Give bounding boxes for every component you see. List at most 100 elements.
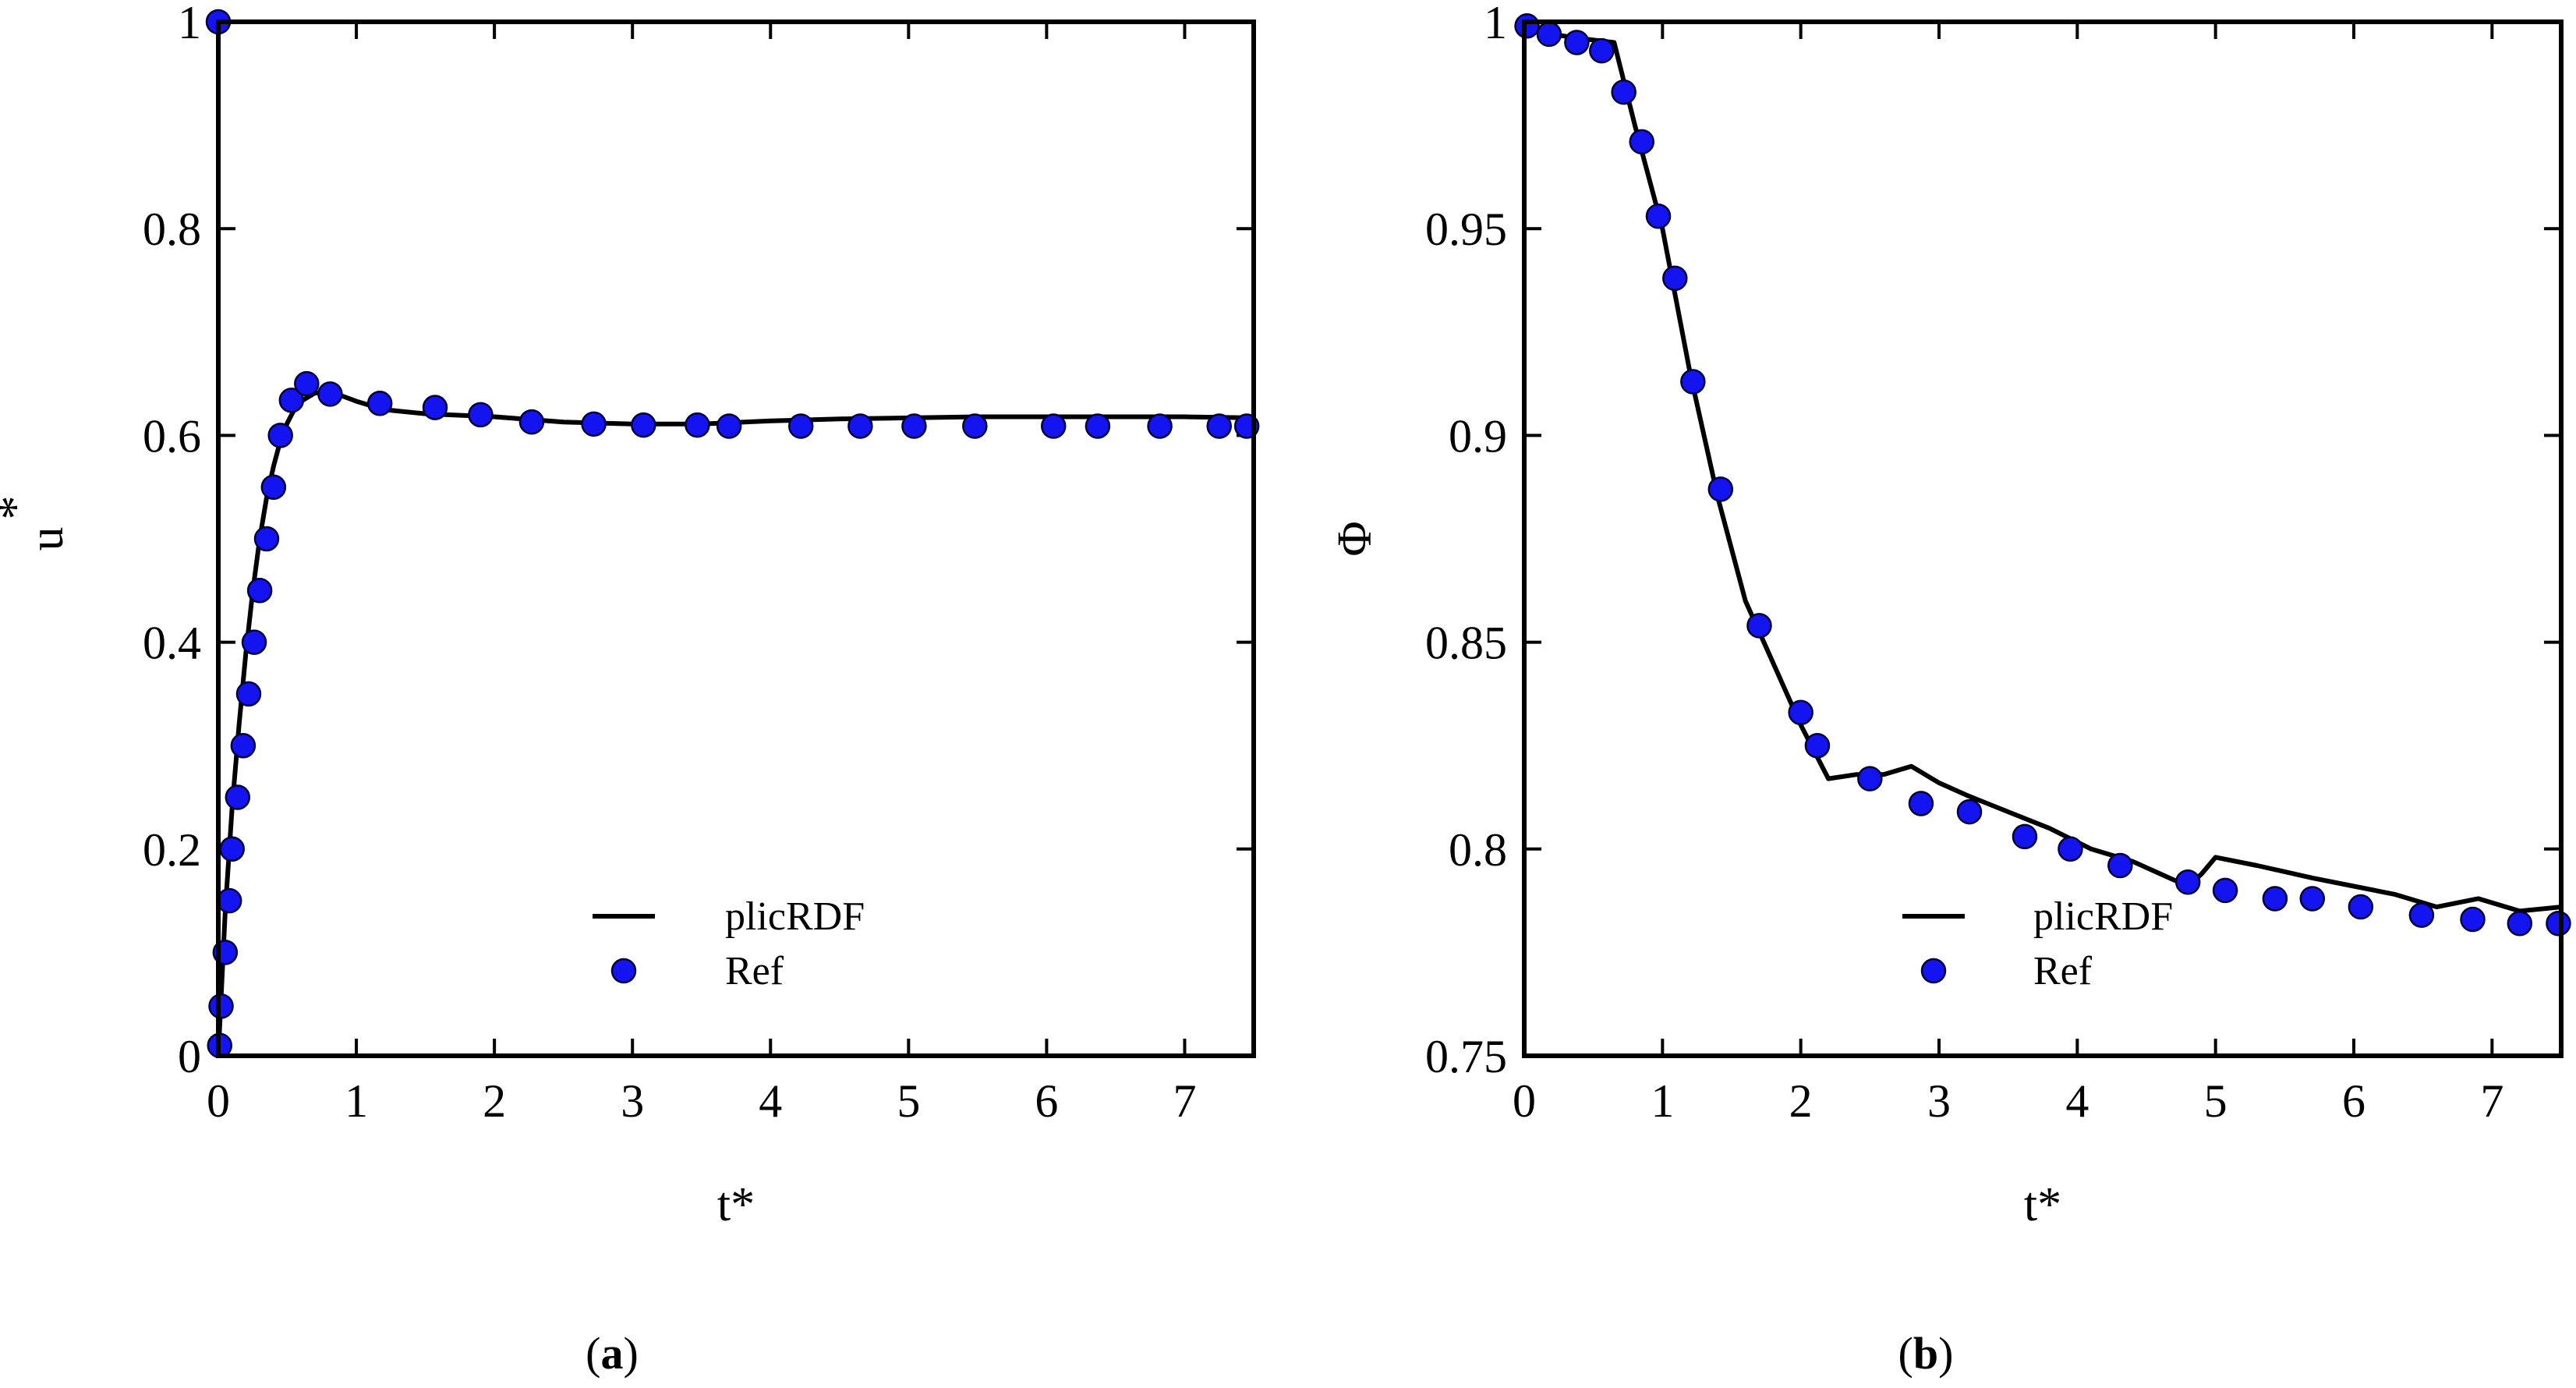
panel-b-x-tick-label: 3 — [1927, 1075, 1951, 1127]
panel-a-data-point-Ref — [847, 413, 873, 439]
panel-b-data-point-Ref — [1788, 699, 1813, 726]
panel-a-data-point-Ref — [225, 784, 251, 810]
panel-b-legend-marker-swatch — [1920, 958, 1947, 984]
panel-b-y-axis-label: Φ — [1329, 521, 1382, 556]
caption-a-letter: a — [601, 1328, 624, 1379]
panel-a-data-point-Ref — [230, 732, 257, 759]
panel-a-y-tick-label: 1 — [178, 0, 201, 48]
panel-a-y-tick-label: 0.8 — [143, 204, 201, 255]
panel-a-x-tick-label: 5 — [897, 1075, 920, 1127]
panel-b-data-point-Ref — [1707, 476, 1734, 502]
panel-a-data-point-Ref — [1041, 413, 1067, 439]
panel-a-data-point-Ref — [208, 993, 234, 1019]
panel-b-data-point-Ref — [1662, 265, 1688, 292]
panel-a-legend-marker-swatch — [610, 958, 637, 984]
panel-b-data-point-Ref — [2212, 877, 2238, 904]
panel-a-data-point-Ref — [366, 391, 393, 416]
panel-b-data-point-Ref — [2348, 894, 2374, 920]
panel-b-data-point-Ref — [1680, 369, 1706, 395]
panel-b-legend-label-plicRDF: plicRDF — [2033, 894, 2173, 939]
panel-b-data-point-Ref — [1908, 791, 1934, 816]
panel-b-data-point-Ref — [1645, 204, 1672, 229]
panel-b-data-point-Ref — [2546, 911, 2571, 937]
caption-b: (b) — [1898, 1328, 1954, 1379]
panel-a-data-point-Ref — [317, 381, 343, 407]
panel-a: 0 1 2 3 4 5 6 7 0 0.2 0.4 0.6 0.8 1 t* u * plicRDF Ref — [0, 0, 1260, 1231]
panel-b-data-point-Ref — [2460, 906, 2486, 933]
panel-b-data-point-Ref — [1629, 129, 1654, 155]
panel-a-data-point-Ref — [787, 413, 814, 439]
panel-a-data-point-Ref — [581, 411, 607, 437]
panel-a-plot-frame — [216, 19, 1256, 1058]
panel-a-data-point-Ref — [219, 836, 245, 862]
panel-a-data-point-Ref — [260, 474, 287, 500]
panel-a-data-point-Ref — [241, 629, 267, 655]
panel-a-data-point-Ref — [216, 887, 242, 914]
panel-b-x-axis-label: t* — [2024, 1178, 2061, 1231]
panel-a-x-tick-label: 1 — [345, 1075, 368, 1127]
panel-a-y-tick-label: 0.6 — [143, 410, 201, 462]
panel-b-data-point-Ref — [2299, 886, 2326, 912]
panel-b-y-tick-label: 0.9 — [1449, 410, 1507, 462]
panel-a-x-axis-label: t* — [717, 1178, 755, 1231]
panel-a-legend-label-Ref: Ref — [725, 949, 784, 993]
panel-b-data-point-Ref — [2408, 902, 2435, 928]
panel-a-y-axis-label-superscript: * — [0, 496, 42, 520]
panel-a-y-tick-label: 0.2 — [143, 824, 201, 876]
panel-b-y-tick-label: 0.85 — [1425, 618, 1507, 669]
panel-b-data-point-Ref — [1564, 30, 1590, 55]
panel-a-y-axis-label: u — [20, 527, 73, 551]
panel-b-data-point-Ref — [1611, 79, 1637, 105]
panel-a-x-tick-label: 4 — [759, 1075, 782, 1127]
panel-a-data-point-Ref — [278, 388, 305, 413]
panel-b-x-tick-label: 5 — [2204, 1075, 2227, 1127]
panel-a-x-tick-label: 0 — [207, 1075, 230, 1127]
panel-a-data-point-Ref — [253, 526, 280, 552]
panel-a-legend-label-plicRDF: plicRDF — [725, 894, 865, 939]
panel-a-data-point-Ref — [246, 578, 273, 604]
panel-b-y-tick-label: 0.8 — [1449, 824, 1507, 876]
caption-a: (a) — [586, 1328, 639, 1379]
panel-b-data-point-Ref — [1857, 766, 1883, 791]
panel-b-x-tick-label: 7 — [2480, 1075, 2503, 1127]
panel-a-y-tick-label: 0 — [178, 1031, 201, 1082]
panel-b-y-tick-label: 1 — [1484, 0, 1507, 48]
panel-b-x-tick-label: 1 — [1651, 1075, 1674, 1127]
panel-a-data-point-Ref — [685, 412, 710, 438]
panel-b-y-tick-label: 0.75 — [1425, 1031, 1507, 1082]
panel-a-x-tick-label: 6 — [1035, 1075, 1058, 1127]
panel-a-data-point-Ref — [1147, 413, 1173, 439]
panel-a-x-tick-label: 3 — [621, 1075, 644, 1127]
panel-b-x-tick-label: 6 — [2342, 1075, 2365, 1127]
panel-b-data-point-Ref — [2507, 911, 2533, 937]
panel-b-plot-frame — [1522, 19, 2564, 1058]
panel-b-data-point-Ref — [2174, 869, 2201, 895]
panel-a-data-point-Ref — [267, 423, 293, 448]
panel-b-data-point-Ref — [1536, 21, 1562, 48]
panel-b-x-tick-label: 2 — [1789, 1075, 1813, 1127]
panel-a-data-point-Ref — [422, 395, 448, 420]
panel-a-data-point-Ref — [235, 681, 262, 707]
panel-b-data-point-Ref — [1804, 732, 1831, 759]
panel-b-data-point-Ref — [2058, 836, 2083, 862]
panel-b-data-point-Ref — [1956, 798, 1983, 825]
panel-a-data-point-Ref — [962, 413, 988, 439]
panel-a-data-point-Ref — [1085, 413, 1111, 439]
panel-b-data-point-Ref — [1746, 613, 1772, 639]
panel-b-data-point-Ref — [2012, 823, 2038, 850]
caption-b-letter: b — [1913, 1328, 1938, 1379]
panel-b-data-point-Ref — [1514, 13, 1540, 39]
panel-b-y-tick-label: 0.95 — [1425, 204, 1507, 255]
panel-b-x-tick-label: 0 — [1513, 1075, 1536, 1127]
panel-b-legend-label-Ref: Ref — [2033, 949, 2093, 993]
panel-a-data-point-Ref — [468, 402, 494, 428]
panel-a-y-tick-label: 0.4 — [143, 618, 201, 669]
panel-b-series-line-plicRDF — [1524, 22, 2561, 914]
panel-a-x-tick-label: 7 — [1173, 1075, 1196, 1127]
panel-b-x-tick-label: 4 — [2065, 1075, 2089, 1127]
panel-b-data-point-Ref — [2107, 852, 2133, 879]
panel-a-data-point-Ref — [294, 370, 320, 397]
panel-a-data-point-Ref — [1206, 413, 1232, 439]
